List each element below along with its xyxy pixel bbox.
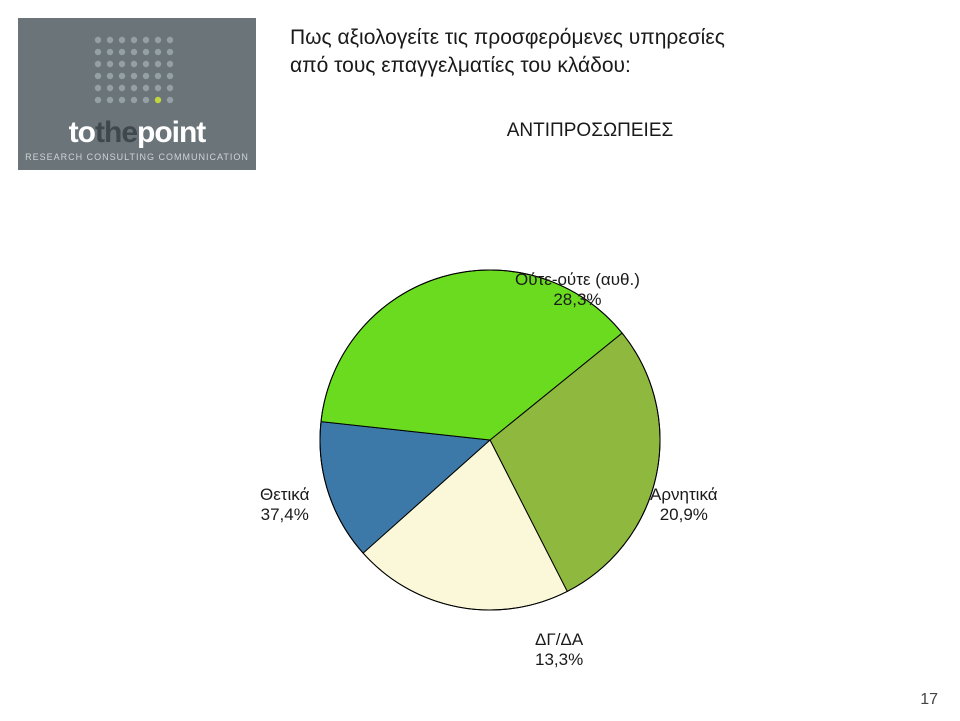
brand-part-point: point: [137, 116, 205, 150]
pie-slice-label-name: Αρνητικά: [650, 485, 718, 505]
brand-logo-box: tothepoint RESEARCH CONSULTING COMMUNICA…: [18, 18, 256, 170]
title-line-1: Πως αξιολογείτε τις προσφερόμενες υπηρεσ…: [290, 24, 890, 52]
page-subtitle: ΑΝΤΙΠΡΟΣΩΠΕΙΕΣ: [290, 120, 890, 142]
pie-slice-label-value: 20,9%: [650, 505, 718, 525]
pie-slice-label-name: Θετικά: [260, 485, 309, 505]
title-line-2: από τους επαγγελματίες του κλάδου:: [290, 52, 890, 80]
pie-slice-label: Αρνητικά20,9%: [650, 485, 718, 526]
brand-part-to: to: [69, 116, 95, 150]
pie-chart: Ούτε-ούτε (αυθ.)28,3%Αρνητικά20,9%ΔΓ/ΔΑ1…: [280, 230, 700, 650]
brand-part-the: the: [95, 116, 137, 150]
pie-slice-label-value: 28,3%: [515, 290, 640, 310]
brand-tagline: RESEARCH CONSULTING COMMUNICATION: [25, 152, 249, 162]
pie-slice-label-name: Ούτε-ούτε (αυθ.): [515, 270, 640, 290]
logo-dot-grid: [90, 32, 190, 104]
pie-slice-label: Θετικά37,4%: [260, 485, 309, 526]
pie-slice-label-name: ΔΓ/ΔΑ: [535, 630, 583, 650]
pie-slice-label: Ούτε-ούτε (αυθ.)28,3%: [515, 270, 640, 311]
page-title: Πως αξιολογείτε τις προσφερόμενες υπηρεσ…: [290, 24, 890, 81]
pie-slice-label-value: 37,4%: [260, 505, 309, 525]
brand-wordmark: tothepoint: [69, 116, 206, 150]
pie-slice-label-value: 13,3%: [535, 650, 583, 670]
page-number: 17: [920, 691, 938, 709]
pie-slice-label: ΔΓ/ΔΑ13,3%: [535, 630, 583, 671]
